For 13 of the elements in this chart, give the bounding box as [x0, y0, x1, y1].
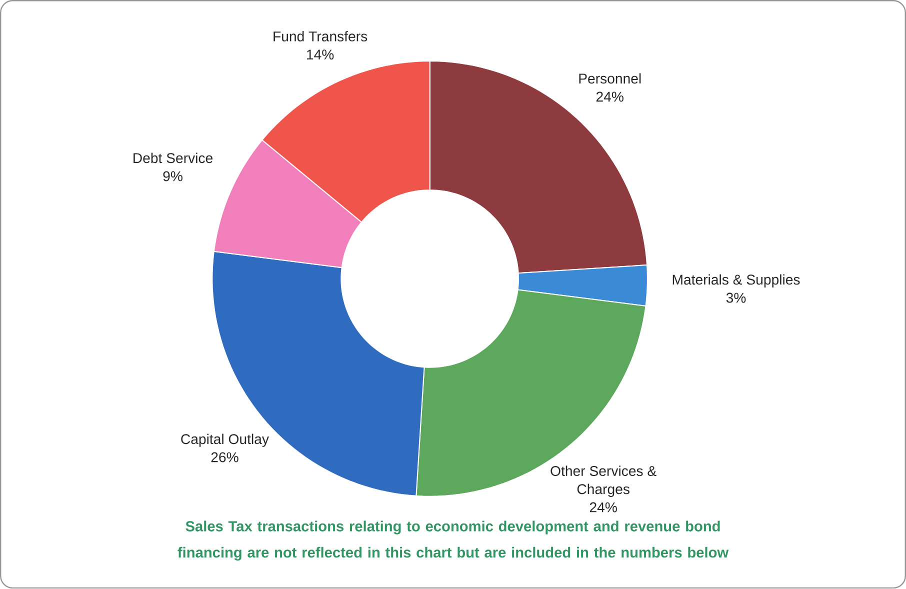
slice-label: Fund Transfers: [274, 31, 368, 42]
data-label: 24%: [596, 92, 624, 102]
slice-label: Capital Outlay: [181, 434, 269, 448]
data-label: 3%: [726, 292, 746, 303]
data-label: 24%: [590, 502, 617, 512]
slice-label: Other Services & Charges: [550, 466, 656, 498]
text: Sales Tax transactions relating to economic development and revenue bond financing are not reflected in this chart but are included in the numbers below: [178, 520, 729, 561]
data-label: 14%: [307, 50, 334, 60]
slice-label: Personnel: [579, 73, 641, 84]
data-label: 26%: [211, 452, 238, 462]
data-label: 9%: [163, 171, 182, 182]
slice-label: Materials & Supplies: [672, 274, 800, 288]
slice-label: Debt Service: [134, 152, 213, 164]
